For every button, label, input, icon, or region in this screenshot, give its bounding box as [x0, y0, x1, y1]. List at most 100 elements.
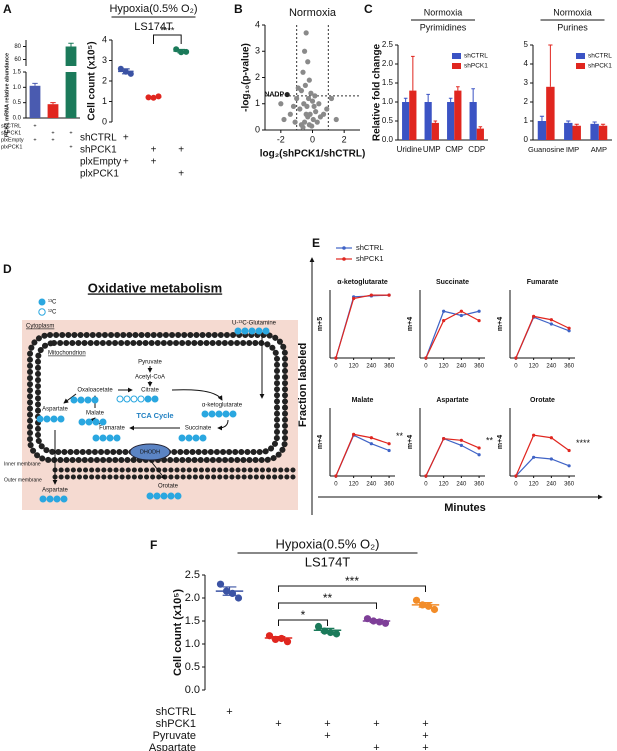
data-point — [424, 474, 428, 478]
panel-label: D — [3, 262, 12, 276]
data-point — [352, 432, 356, 436]
data-point — [332, 630, 341, 638]
data-point — [369, 293, 373, 297]
panel-label: C — [364, 2, 373, 16]
series-line — [515, 316, 570, 359]
carbon-atom — [208, 410, 216, 418]
significance-label: ** — [486, 435, 494, 445]
x-tick-label: 360 — [564, 482, 575, 488]
arrow — [149, 459, 166, 480]
condition-label: shPCK1 — [80, 145, 117, 156]
data-point — [328, 95, 335, 102]
y-axis-label: Cell count (x10⁵) — [172, 589, 184, 676]
y-tick-label: 2 — [255, 72, 260, 82]
condition-mark: + — [33, 137, 36, 143]
carbon-atom — [151, 395, 159, 403]
x-tick-label: CDP — [468, 145, 485, 154]
bar — [409, 90, 417, 140]
significance-label: **** — [160, 25, 175, 35]
legend-label: shPCK1 — [464, 63, 488, 70]
condition-mark: + — [51, 137, 54, 143]
x-tick-label: 240 — [546, 482, 557, 488]
significance-bracket — [278, 619, 328, 626]
data-point — [387, 293, 391, 297]
series-line — [515, 434, 570, 477]
error-bar — [592, 121, 597, 124]
legend-swatch — [38, 308, 46, 316]
x-tick-label: 0 — [334, 364, 338, 370]
metabolite-label: Orotate — [158, 484, 179, 490]
data-point — [334, 474, 338, 478]
condition-label: shCTRL — [156, 706, 196, 718]
condition-mark: + — [324, 730, 330, 742]
y-tick-label: 2.0 — [185, 592, 200, 604]
significance-bracket — [153, 34, 182, 44]
bar — [47, 104, 59, 118]
error-bar — [539, 115, 545, 121]
x-tick-label: 360 — [384, 482, 395, 488]
x-tick-label: 360 — [474, 482, 485, 488]
carbon-atom — [229, 410, 237, 418]
data-point — [424, 356, 428, 360]
metabolite-label: Aspartate — [42, 488, 68, 494]
x-tick-label: -2 — [277, 134, 285, 144]
arrow — [63, 393, 77, 404]
legend-swatch — [452, 63, 461, 69]
error-bar — [426, 93, 430, 102]
data-point — [313, 109, 319, 115]
condition-mark: + — [51, 130, 54, 136]
carbon-atom — [146, 492, 154, 500]
y-tick-label: 1.5 — [382, 78, 394, 87]
x-tick-label: 120 — [529, 482, 540, 488]
data-point — [514, 474, 518, 478]
condition-mark: + — [324, 718, 330, 730]
error-bar — [418, 602, 433, 608]
error-bar — [548, 44, 553, 87]
diagram: Oxidative metabolism ¹³C ¹²C Cytoplasm U… — [4, 280, 301, 510]
data-point — [459, 443, 463, 447]
y-tick-label: 0 — [524, 135, 529, 144]
data-point — [324, 106, 330, 112]
carbon-atom — [77, 396, 85, 404]
y-tick-label: 1.0 — [13, 85, 22, 91]
x-axis-label: Minutes — [444, 502, 486, 514]
x-tick-label: 120 — [349, 364, 360, 370]
series-line — [335, 294, 390, 359]
x-tick-label: 120 — [529, 364, 540, 370]
data-point — [216, 580, 225, 588]
data-point — [302, 82, 308, 88]
data-point — [430, 605, 439, 614]
metabolite-label: U-¹³C-Glutamine — [232, 321, 277, 327]
bar — [537, 121, 547, 140]
x-tick-label: 120 — [439, 482, 450, 488]
condition-mark: + — [422, 742, 428, 751]
data-point — [369, 436, 373, 440]
enzyme-label: DHODH — [140, 449, 160, 455]
data-point — [387, 448, 391, 453]
carbon-atom — [60, 495, 68, 503]
carbon-atom — [160, 492, 168, 500]
carbon-atom — [36, 415, 44, 423]
y-tick-label: 3 — [524, 78, 529, 87]
x-tick-label: 120 — [349, 482, 360, 488]
x-tick-label: 240 — [456, 482, 467, 488]
data-point — [314, 119, 320, 125]
data-point — [567, 448, 571, 453]
y-tick-label: 2 — [102, 75, 107, 85]
data-point — [283, 638, 292, 646]
series-line — [425, 310, 480, 359]
data-point — [309, 123, 315, 129]
y-tick-label: 3 — [102, 55, 107, 65]
carbon-atom — [130, 395, 138, 403]
condition-mark: + — [178, 169, 184, 180]
data-point — [532, 455, 536, 459]
data-point — [309, 98, 316, 104]
bar — [564, 122, 573, 140]
y-tick-label: 2.5 — [185, 569, 200, 581]
data-point — [412, 596, 421, 604]
condition-mark: + — [151, 157, 157, 168]
data-point — [308, 90, 314, 96]
data-point — [301, 48, 308, 54]
significance-bracket — [278, 602, 377, 609]
